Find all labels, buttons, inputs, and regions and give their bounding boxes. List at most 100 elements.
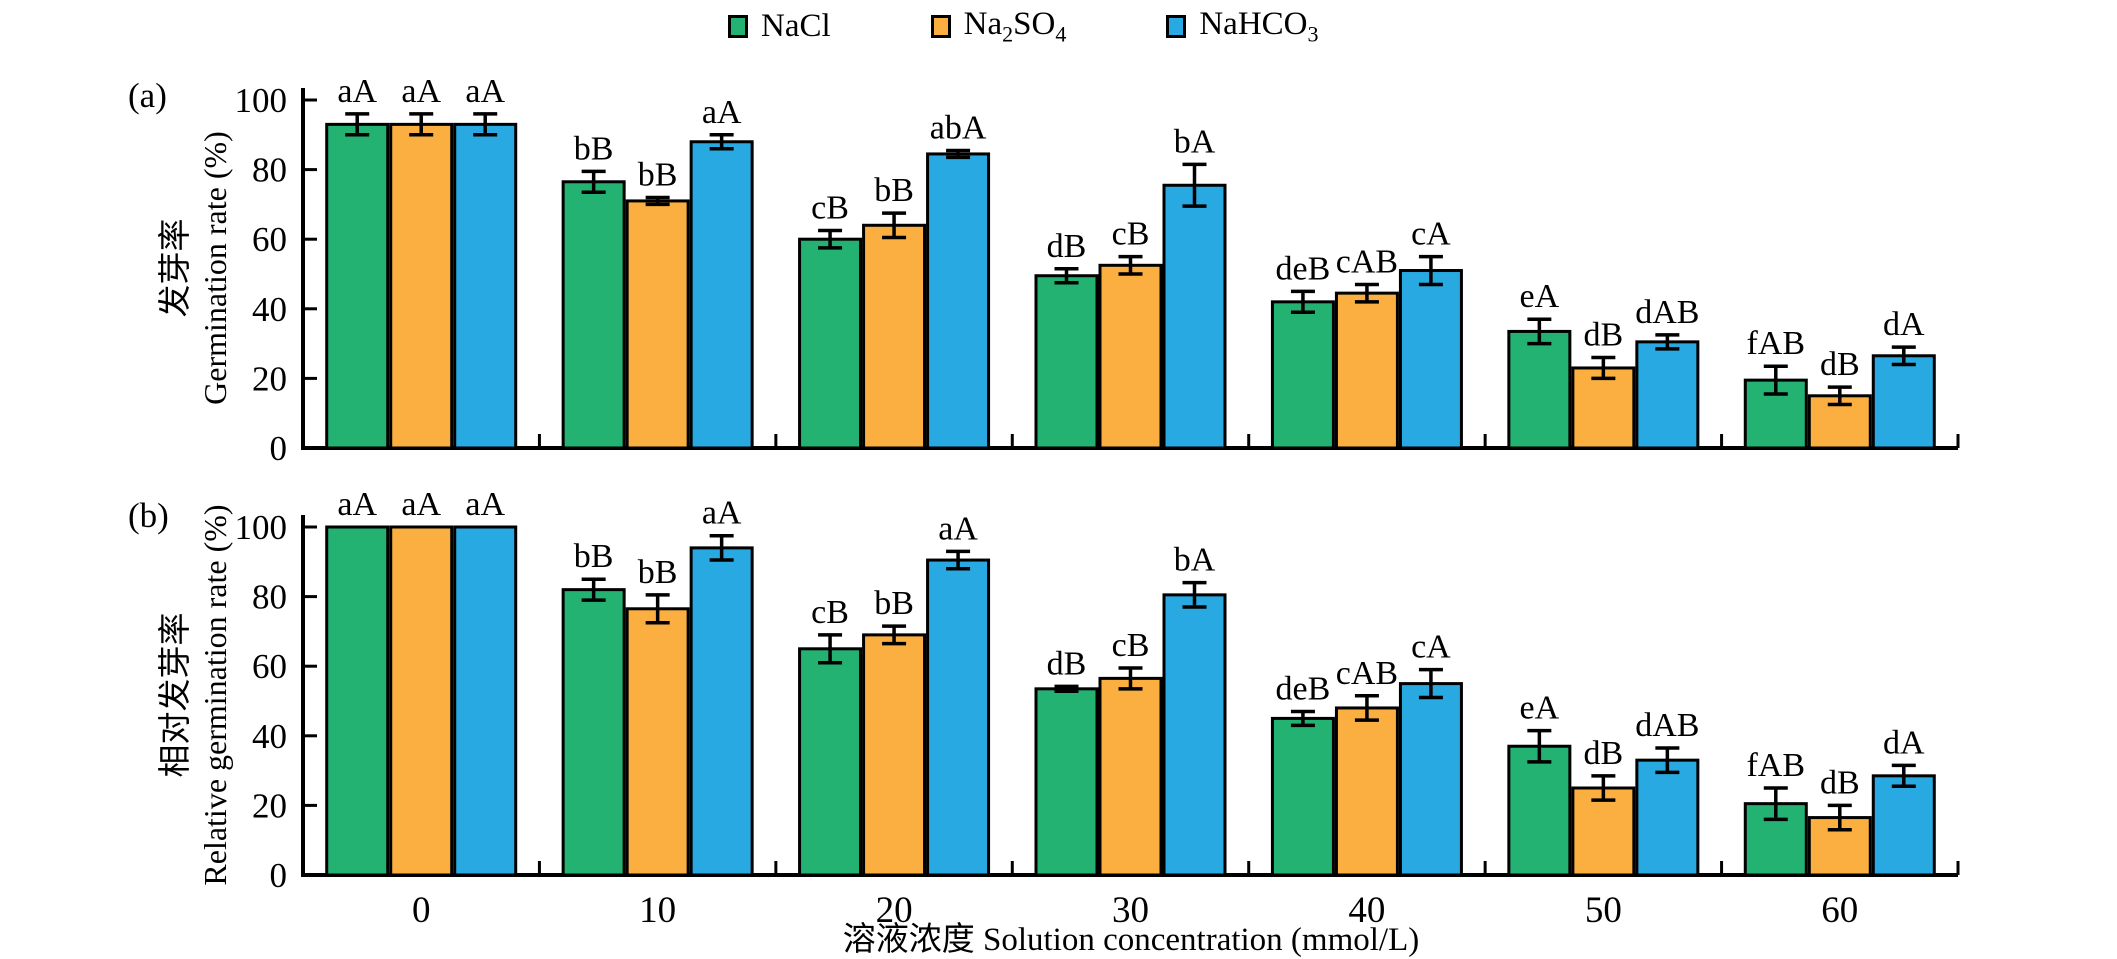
bar-b-Na2SO4-40: [1334, 706, 1399, 877]
bar-b-NaHCO3-0: [453, 525, 518, 877]
legend-swatch-nahco3: [1166, 15, 1187, 39]
sig-label: dAB: [1635, 294, 1699, 331]
x-tick-label: 20: [876, 890, 913, 931]
bar-a-Na2SO4-10: [625, 199, 690, 450]
sig-label: aA: [465, 73, 505, 110]
legend-label-na2so4: Na2SO4: [963, 6, 1067, 47]
sig-label: dB: [1047, 228, 1087, 265]
y-tick-label: 20: [252, 359, 287, 398]
sig-label: aA: [337, 486, 377, 523]
bar-b-NaHCO3-50: [1635, 758, 1700, 877]
sig-label: bA: [1174, 542, 1216, 579]
sig-label: aA: [337, 73, 377, 110]
bar-a-Na2SO4-60: [1807, 394, 1872, 450]
y-tick-label: 40: [252, 717, 287, 756]
sig-label: aA: [401, 73, 441, 110]
bar-a-NaHCO3-40: [1398, 269, 1463, 450]
sig-label: dB: [1584, 317, 1624, 354]
bar-a-NaHCO3-60: [1871, 354, 1936, 450]
x-axis-title: 溶液浓度 Solution concentration (mmol/L): [842, 922, 1420, 958]
legend-item-nacl: NaCl: [728, 10, 831, 43]
sig-label: dB: [1820, 764, 1860, 801]
bar-b-Na2SO4-0: [389, 525, 454, 877]
sig-label: aA: [702, 94, 742, 131]
bar-b-NaCl-50: [1507, 744, 1572, 877]
sig-label: bB: [574, 130, 614, 167]
x-tick-label: 60: [1821, 890, 1858, 931]
bar-a-NaCl-40: [1270, 300, 1335, 450]
bar-a-Na2SO4-50: [1571, 366, 1636, 450]
bar-a-Na2SO4-30: [1098, 263, 1163, 450]
bar-b-NaCl-0: [325, 525, 390, 877]
legend-swatch-na2so4: [930, 15, 951, 39]
sig-label: bB: [638, 554, 678, 591]
sig-label: cAB: [1336, 243, 1398, 280]
x-tick-label: 30: [1112, 890, 1149, 931]
sig-label: cB: [811, 594, 849, 631]
bar-a-NaHCO3-0: [453, 122, 518, 450]
sig-label: bB: [874, 172, 914, 209]
sig-label: cAB: [1336, 655, 1398, 692]
sig-label: bB: [874, 585, 914, 622]
bar-a-NaCl-30: [1034, 274, 1099, 450]
sig-label: fAB: [1747, 325, 1806, 362]
sig-label: cA: [1411, 216, 1451, 253]
sig-label: eA: [1520, 278, 1560, 315]
panel-b-label: (b): [128, 496, 169, 535]
y-tick-label: 40: [252, 290, 287, 329]
y-tick-label: 60: [252, 220, 287, 259]
sig-label: bB: [638, 156, 678, 193]
bar-a-Na2SO4-40: [1334, 291, 1399, 450]
bar-b-NaCl-30: [1034, 687, 1099, 877]
bar-b-NaHCO3-60: [1871, 774, 1936, 877]
sig-label: abA: [930, 109, 987, 146]
sig-label: dAB: [1635, 707, 1699, 744]
sig-label: dA: [1883, 724, 1925, 761]
bar-a-NaHCO3-10: [689, 140, 754, 450]
bar-b-NaHCO3-40: [1398, 682, 1463, 877]
bar-b-Na2SO4-10: [625, 607, 690, 877]
sig-label: cB: [1112, 627, 1150, 664]
bar-b-NaCl-20: [798, 647, 863, 877]
x-tick-label: 0: [412, 890, 431, 931]
x-tick-label: 40: [1348, 890, 1385, 931]
bar-b-Na2SO4-30: [1098, 676, 1163, 877]
legend-item-na2so4: Na2SO4: [930, 6, 1067, 47]
sig-label: dA: [1883, 306, 1925, 343]
bar-a-NaHCO3-50: [1635, 340, 1700, 450]
legend-item-nahco3: NaHCO3: [1166, 8, 1319, 46]
panel-a-label: (a): [128, 76, 167, 115]
bar-b-NaHCO3-20: [926, 558, 991, 877]
chart-legend: NaCl Na2SO4 NaHCO3: [728, 8, 1419, 46]
y-tick-label: 100: [235, 508, 288, 547]
sig-label: fAB: [1747, 747, 1806, 784]
y-tick-label: 80: [252, 151, 287, 190]
sig-label: bA: [1174, 123, 1216, 160]
sig-label: dB: [1584, 735, 1624, 772]
bar-b-NaHCO3-30: [1162, 593, 1227, 877]
bar-a-NaHCO3-20: [926, 152, 991, 450]
sig-label: cA: [1411, 629, 1451, 666]
y-tick-label: 0: [270, 856, 288, 895]
sig-label: aA: [465, 486, 505, 523]
bar-a-NaCl-50: [1507, 329, 1572, 450]
sig-label: dB: [1820, 346, 1860, 383]
sig-label: deB: [1276, 250, 1331, 287]
bar-b-Na2SO4-20: [862, 633, 927, 877]
sig-label: aA: [702, 495, 742, 532]
bar-a-NaCl-10: [561, 180, 626, 450]
y-tick-label: 20: [252, 786, 287, 825]
y-tick-label: 60: [252, 647, 287, 686]
y-tick-label: 100: [235, 81, 288, 120]
bar-a-Na2SO4-20: [862, 223, 927, 450]
bar-a-NaHCO3-30: [1162, 183, 1227, 450]
bar-b-NaHCO3-10: [689, 546, 754, 877]
sig-label: cB: [811, 190, 849, 227]
y-tick-label: 80: [252, 578, 287, 617]
bar-a-NaCl-0: [325, 122, 390, 450]
sig-label: cB: [1112, 216, 1150, 253]
sig-label: aA: [401, 486, 441, 523]
sig-label: dB: [1047, 645, 1087, 682]
sig-label: deB: [1276, 670, 1331, 707]
